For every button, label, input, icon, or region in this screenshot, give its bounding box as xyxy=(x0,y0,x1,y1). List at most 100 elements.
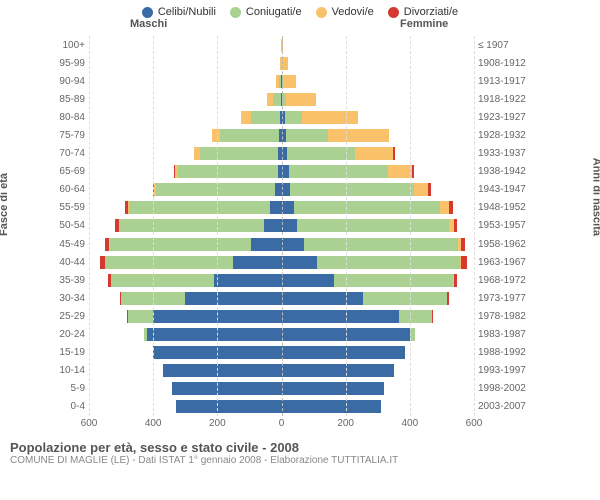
bar-segment xyxy=(283,75,296,88)
pyramid-row: 65-691938-1942 xyxy=(55,163,530,181)
chart-container: Celibi/NubiliConiugati/eVedovi/eDivorzia… xyxy=(0,0,600,500)
age-label: 85-89 xyxy=(55,94,89,105)
bar-segment xyxy=(251,111,280,124)
bar-segment xyxy=(282,219,297,232)
bar-segment xyxy=(432,310,433,323)
pyramid-row: 50-541953-1957 xyxy=(55,217,530,235)
bar-segment xyxy=(105,256,233,269)
bar-female xyxy=(282,201,475,214)
bar-segment xyxy=(233,256,281,269)
bar-male xyxy=(89,57,282,70)
bar-segment xyxy=(399,310,433,323)
legend-item: Celibi/Nubili xyxy=(142,6,216,18)
legend-item: Divorziati/e xyxy=(388,6,458,18)
bar-female xyxy=(282,93,475,106)
age-label: 95-99 xyxy=(55,58,89,69)
bar-female xyxy=(282,75,475,88)
bar-male xyxy=(89,111,282,124)
legend-item: Coniugati/e xyxy=(230,6,302,18)
bar-male xyxy=(89,75,282,88)
bar-segment xyxy=(317,256,460,269)
bar-segment xyxy=(282,201,294,214)
legend-swatch xyxy=(230,7,241,18)
age-label: 90-94 xyxy=(55,76,89,87)
bar-segment xyxy=(393,147,395,160)
bar-segment xyxy=(447,292,450,305)
bar-segment xyxy=(286,129,328,142)
bar-male xyxy=(89,147,282,160)
birth-label: 1968-1972 xyxy=(474,275,530,286)
bar-segment xyxy=(363,292,446,305)
birth-label: 1908-1912 xyxy=(474,58,530,69)
pyramid-row: 90-941913-1917 xyxy=(55,72,530,90)
pyramid-row: 100+≤ 1907 xyxy=(55,36,530,54)
legend-swatch xyxy=(388,7,399,18)
center-line xyxy=(282,36,283,416)
pyramid-row: 0-42003-2007 xyxy=(55,398,530,416)
birth-label: 1923-1927 xyxy=(474,112,530,123)
bar-segment xyxy=(297,219,449,232)
bar-male xyxy=(89,364,282,377)
bar-segment xyxy=(449,201,453,214)
bar-segment xyxy=(289,165,388,178)
pyramid-row: 95-99 1908-1912 xyxy=(55,54,530,72)
bar-segment xyxy=(282,382,385,395)
bar-segment xyxy=(286,93,316,106)
pyramid-row: 85-89 1918-1922 xyxy=(55,90,530,108)
rows: 100+≤ 190795-991908-191290-941913-191785… xyxy=(55,36,530,416)
bar-segment xyxy=(461,238,466,251)
bar-segment xyxy=(129,201,270,214)
birth-label: 1943-1947 xyxy=(474,184,530,195)
age-label: 65-69 xyxy=(55,166,89,177)
bar-segment xyxy=(412,165,414,178)
birth-label: 1993-1997 xyxy=(474,365,530,376)
bar-female xyxy=(282,219,475,232)
age-label: 70-74 xyxy=(55,148,89,159)
bar-segment xyxy=(282,256,317,269)
x-tick-label: 200 xyxy=(337,418,354,429)
bar-segment xyxy=(440,201,450,214)
bar-segment xyxy=(282,400,381,413)
bar-segment xyxy=(355,147,394,160)
bar-female xyxy=(282,183,475,196)
legend-swatch xyxy=(316,7,327,18)
bar-male xyxy=(89,39,282,52)
age-label: 60-64 xyxy=(55,184,89,195)
bar-segment xyxy=(282,165,289,178)
age-label: 25-29 xyxy=(55,311,89,322)
bar-male xyxy=(89,165,282,178)
bar-male xyxy=(89,93,282,106)
bar-male xyxy=(89,274,282,287)
grid-line xyxy=(89,36,90,416)
bar-segment xyxy=(282,238,304,251)
bar-segment xyxy=(428,183,431,196)
bar-segment xyxy=(241,111,251,124)
pyramid-row: 30-34 1973-1977 xyxy=(55,289,530,307)
bar-male xyxy=(89,183,282,196)
age-label: 30-34 xyxy=(55,293,89,304)
bar-male xyxy=(89,382,282,395)
bar-segment xyxy=(172,382,281,395)
birth-label: 1998-2002 xyxy=(474,383,530,394)
pyramid-row: 75-791928-1932 xyxy=(55,126,530,144)
pyramid-row: 5-9 1998-2002 xyxy=(55,380,530,398)
birth-label: ≤ 1907 xyxy=(474,40,530,51)
birth-label: 1933-1937 xyxy=(474,148,530,159)
age-label: 5-9 xyxy=(55,383,89,394)
birth-label: 1918-1922 xyxy=(474,94,530,105)
bar-female xyxy=(282,328,475,341)
bar-female xyxy=(282,382,475,395)
x-tick-label: 200 xyxy=(209,418,226,429)
birth-label: 1978-1982 xyxy=(474,311,530,322)
bar-segment xyxy=(178,165,277,178)
birth-label: 1973-1977 xyxy=(474,293,530,304)
x-tick-label: 600 xyxy=(466,418,483,429)
age-label: 55-59 xyxy=(55,202,89,213)
legend-label: Coniugati/e xyxy=(246,6,302,18)
bar-segment xyxy=(282,364,394,377)
age-label: 10-14 xyxy=(55,365,89,376)
pyramid-row: 40-441963-1967 xyxy=(55,253,530,271)
bar-segment xyxy=(273,93,281,106)
bar-segment xyxy=(287,147,354,160)
x-axis: 6004002000200400600 xyxy=(55,418,530,436)
